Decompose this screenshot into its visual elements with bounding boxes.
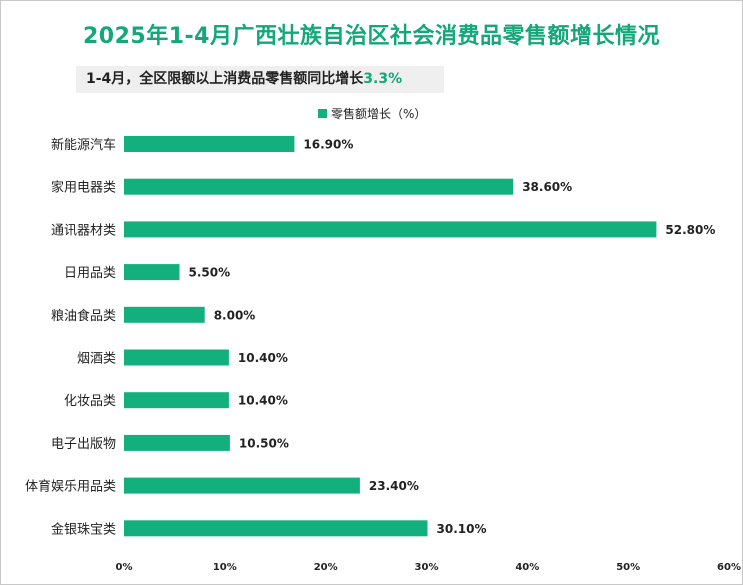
category-label: 新能源汽车 (51, 137, 116, 153)
category-label: 电子出版物 (51, 437, 116, 452)
bar (124, 477, 360, 494)
category-label: 体育娱乐用品类 (25, 479, 116, 495)
x-tick-label: 60% (717, 562, 741, 573)
category-label: 日用品类 (64, 266, 116, 281)
legend-label: 零售额增长（%） (331, 106, 426, 121)
data-label: 5.50% (189, 266, 231, 280)
data-label: 52.80% (665, 223, 715, 237)
legend: 零售额增长（%） (318, 106, 426, 121)
data-label: 10.40% (238, 394, 288, 408)
category-label: 化妆品类 (64, 394, 116, 409)
value-labels: 16.90% 38.60% 52.80% 5.50% 8.00% 10.40% 10.40%… (189, 138, 716, 536)
data-label: 16.90% (303, 138, 353, 152)
category-label: 粮油食品类 (51, 308, 116, 324)
data-label: 10.50% (239, 436, 289, 450)
bar (124, 349, 229, 366)
data-label: 23.40% (369, 479, 419, 493)
x-tick-label: 50% (616, 562, 640, 573)
subtitle-text: 1-4月，全区限额以上消费品零售额同比增长 (86, 71, 364, 87)
category-label: 家用电器类 (51, 180, 116, 196)
bar (124, 221, 657, 238)
x-tick-labels: 0% 10% 20% 30% 40% 50% 60% (116, 562, 741, 573)
bar (124, 178, 514, 195)
subtitle-box (76, 66, 444, 93)
bar (124, 264, 180, 281)
legend-swatch (318, 109, 327, 118)
bars-group (124, 136, 657, 537)
subtitle-highlight: 3.3% (363, 71, 403, 87)
data-label: 30.10% (437, 522, 487, 536)
subtitle: 1-4月，全区限额以上消费品零售额同比增长3.3% (86, 69, 402, 89)
data-label: 10.40% (238, 351, 288, 365)
x-tick-label: 0% (116, 562, 133, 573)
category-labels: 新能源汽车家用电器类通讯器材类日用品类粮油食品类烟酒类化妆品类电子出版物体育娱乐… (25, 137, 116, 537)
bar (124, 520, 428, 537)
bar (124, 136, 295, 152)
category-label: 烟酒类 (77, 352, 116, 367)
bar (124, 434, 230, 451)
category-label: 金银珠宝类 (51, 521, 116, 537)
data-label: 8.00% (214, 308, 256, 322)
x-tick-label: 20% (314, 562, 338, 573)
x-tick-label: 10% (213, 562, 237, 573)
category-label: 通讯器材类 (51, 223, 116, 238)
bar (124, 306, 205, 323)
x-tick-label: 30% (415, 562, 439, 573)
x-tick-label: 40% (515, 562, 539, 573)
data-label: 38.60% (522, 180, 572, 194)
bar (124, 392, 229, 409)
chart-title: 2025年1-4月广西壮族自治区社会消费品零售额增长情况 (83, 24, 660, 49)
